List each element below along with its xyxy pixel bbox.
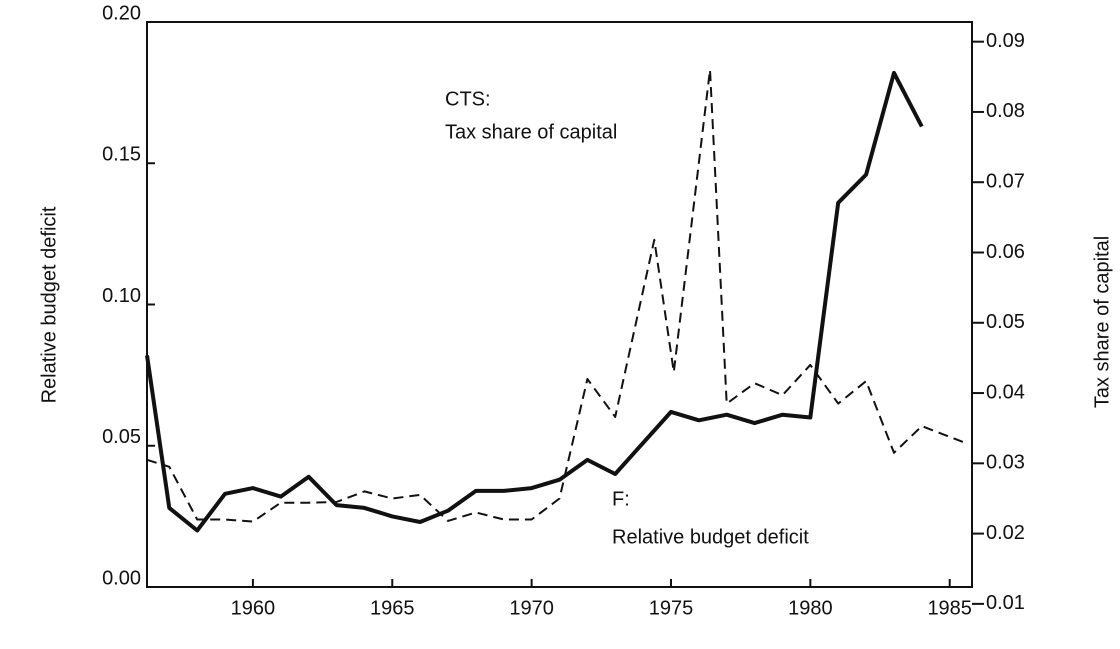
annotation: Relative budget deficit (612, 526, 809, 548)
y-tick-label: 0.05 (102, 426, 141, 448)
y2-tick-label: 0.06 (986, 241, 1025, 263)
y2-tick-label: 0.02 (986, 522, 1025, 544)
y2-tick-label: 0.01 (986, 592, 1025, 614)
y2-tick-label: 0.09 (986, 30, 1025, 52)
y-tick-label: 0.10 (102, 285, 141, 307)
y2-tick-label: 0.07 (986, 171, 1025, 193)
annotation: F: (612, 488, 630, 510)
x-tick-label: 1970 (509, 597, 554, 619)
y2-tick-label: 0.08 (986, 100, 1025, 122)
plot-frame (146, 21, 973, 588)
y-axis-label: Relative budget deficit (38, 206, 60, 403)
y2-tick-label: 0.04 (986, 381, 1025, 403)
y2-axis-label: Tax share of capital (1091, 236, 1113, 408)
series-line (145, 70, 924, 533)
y-tick-label: 0.15 (102, 144, 141, 166)
y-tick-label: 0.20 (102, 2, 141, 24)
x-tick-label: 1985 (927, 597, 972, 619)
series-line (146, 68, 964, 523)
y-tick-label: 0.00 (102, 567, 141, 589)
y2-tick-label: 0.03 (986, 452, 1025, 474)
x-tick-label: 1965 (370, 597, 415, 619)
annotation: Tax share of capital (445, 121, 617, 143)
annotation: CTS: (445, 88, 491, 110)
x-tick-label: 1975 (649, 597, 694, 619)
x-tick-label: 1980 (788, 597, 833, 619)
y2-tick-label: 0.05 (986, 311, 1025, 333)
x-tick-label: 1960 (231, 597, 276, 619)
